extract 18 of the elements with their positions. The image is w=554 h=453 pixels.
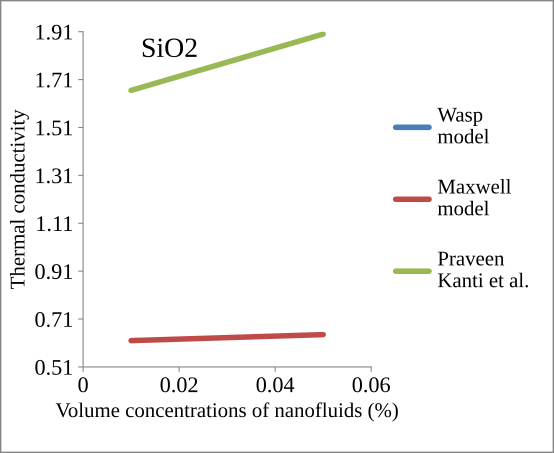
x-tick-label: 0 bbox=[78, 377, 88, 392]
y-axis-title: Thermal conductivity bbox=[10, 109, 29, 289]
chart-title: SiO2 bbox=[142, 38, 197, 58]
legend-label: Maxwell model bbox=[438, 178, 511, 216]
y-tick-label: 0.71 bbox=[35, 312, 72, 328]
x-tick-label: 0.06 bbox=[352, 377, 390, 392]
y-tick-label: 1.71 bbox=[36, 72, 72, 88]
y-tick-label: 1.91 bbox=[36, 24, 72, 40]
y-tick-label: 1.31 bbox=[36, 168, 72, 184]
legend-label: Wasp model bbox=[437, 108, 490, 144]
x-tick-label: 0.04 bbox=[256, 377, 294, 392]
x-axis-title: Volume concentrations of nanofluids (%) bbox=[56, 402, 398, 422]
y-tick-label: 1.11 bbox=[37, 216, 72, 232]
x-tick-label: 0.02 bbox=[160, 377, 198, 392]
y-tick-label: 1.51 bbox=[36, 120, 72, 136]
y-tick-label: 0.51 bbox=[35, 360, 72, 375]
y-tick-label: 0.91 bbox=[35, 264, 72, 280]
legend-label: Praveen Kanti et al. bbox=[438, 252, 528, 288]
